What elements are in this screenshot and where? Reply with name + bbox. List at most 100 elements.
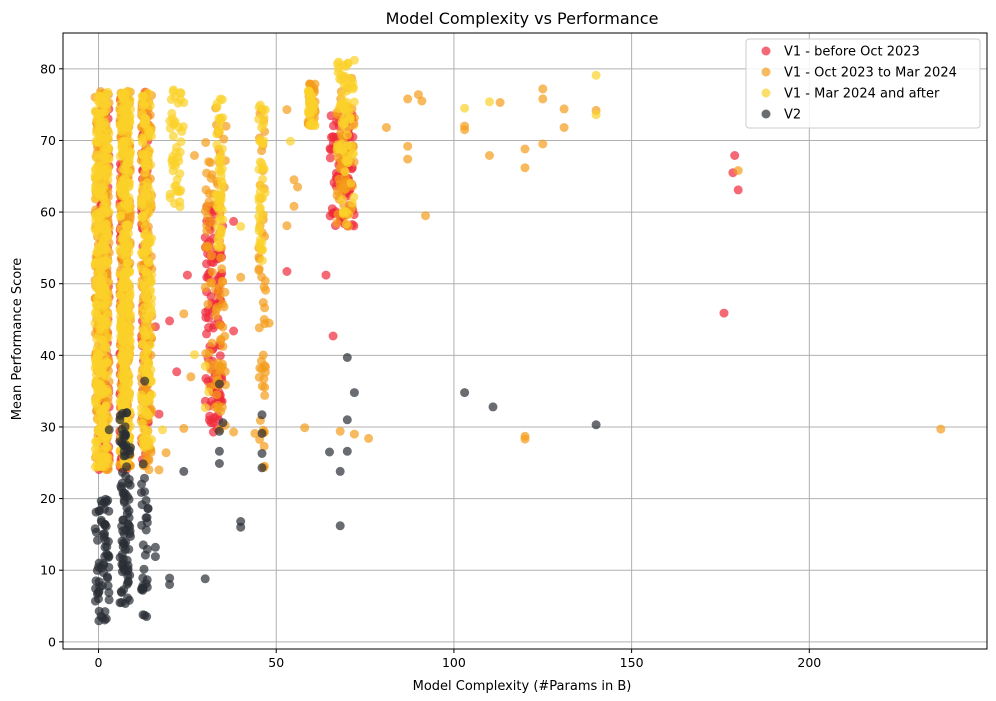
data-point [343,158,353,168]
data-point [138,540,148,550]
data-point [103,163,113,173]
data-point [122,579,132,589]
data-point [190,151,199,160]
data-point [118,244,128,254]
data-point [403,154,413,164]
data-point [91,576,101,586]
legend-label: V2 [784,108,801,123]
data-point [538,84,548,94]
data-point [214,446,224,456]
data-point [256,356,266,366]
data-point [293,182,303,192]
data-point [340,167,350,177]
data-point [520,163,530,173]
data-point [341,106,351,116]
data-point [211,284,220,294]
data-point [339,114,349,124]
data-point [101,536,111,546]
data-point [229,326,239,336]
data-point [349,97,359,107]
data-point [214,204,224,214]
data-point [217,264,227,274]
data-point [146,200,156,210]
data-point [144,233,154,243]
data-point [117,588,127,597]
data-point [91,451,101,461]
data-point [329,121,338,131]
data-point [143,504,153,514]
data-point [216,171,226,181]
data-point [92,398,102,408]
data-point [936,424,946,434]
data-point [140,168,150,178]
data-point [125,529,135,539]
data-point [254,223,264,233]
data-point [92,351,102,361]
data-point [139,352,149,362]
legend: V1 - before Oct 2023 V1 - Oct 2023 to Mar… [745,38,981,129]
data-point [175,202,185,212]
data-point [138,459,148,469]
data-point [338,195,347,205]
data-point [204,387,214,397]
data-point [99,234,109,244]
data-point [115,183,125,193]
data-point [97,517,107,527]
data-point [254,114,264,124]
data-point [221,121,231,131]
data-point [220,331,230,341]
data-point [730,151,740,160]
data-point [207,170,217,180]
data-point [381,123,391,132]
data-point [140,119,150,129]
data-point [300,423,310,433]
data-point [102,277,112,287]
data-point [137,109,147,119]
data-point [102,572,112,582]
data-point [165,580,175,589]
data-point [460,388,470,398]
data-point [144,465,154,475]
data-point [200,574,210,584]
y-tick-label: 0 [48,634,56,649]
data-point [95,273,104,283]
data-point [186,372,196,382]
data-point [172,142,181,152]
data-point [98,362,108,372]
data-point [339,98,349,108]
data-point [289,175,299,185]
data-point [158,425,167,435]
legend-label: V1 - before Oct 2023 [784,45,920,60]
legend-marker [761,88,771,98]
data-point [200,403,210,413]
data-point [178,122,188,132]
data-point [124,506,134,516]
data-point [123,150,133,159]
data-point [100,209,110,219]
data-point [103,581,113,591]
data-point [117,536,127,546]
data-point [99,412,108,422]
data-point [117,144,127,154]
data-point [123,266,133,276]
y-tick-label: 20 [40,491,56,506]
data-point [103,143,113,152]
data-point [229,216,239,226]
x-tick-label: 100 [442,655,466,670]
data-point [144,257,154,267]
data-point [99,152,109,162]
data-point [214,379,224,389]
data-point [327,204,337,214]
data-point [94,221,104,231]
data-point [349,192,359,202]
data-point [143,88,153,98]
data-point [485,151,494,160]
data-point [403,141,413,151]
data-point [118,558,128,568]
data-point [141,433,151,442]
y-tick-label: 30 [40,419,56,434]
data-point [460,103,470,113]
data-point [137,585,147,595]
data-point [207,267,217,277]
data-point [304,86,313,96]
